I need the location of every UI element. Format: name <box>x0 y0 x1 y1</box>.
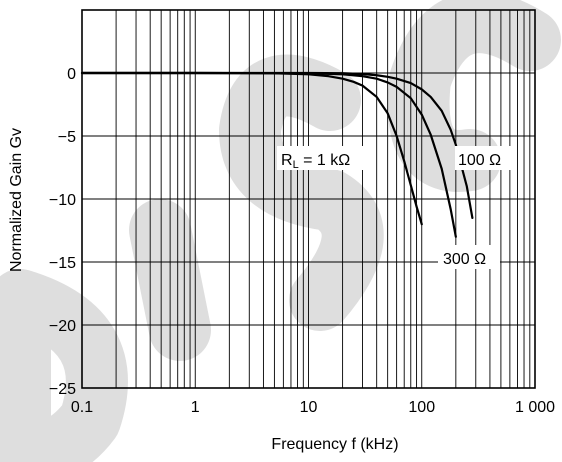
y-tick-label: 0 <box>67 66 76 83</box>
series-line-2 <box>80 71 474 219</box>
annotation-rl-rest: = 1 kΩ <box>299 152 351 169</box>
svg-text:RL = 1 kΩ: RL = 1 kΩ <box>281 152 350 171</box>
grid-lines <box>82 10 535 388</box>
x-tick-label: 1 000 <box>515 399 555 416</box>
annotation-100-label: 100 Ω <box>458 152 501 169</box>
annotation-rl: RL = 1 kΩ <box>277 146 367 171</box>
y-tick-labels: 0 −5 −10 −15 −20 −25 <box>49 66 76 398</box>
y-tick-label: −25 <box>49 381 76 398</box>
annotation-300: 300 Ω <box>438 245 500 269</box>
curves <box>80 71 474 238</box>
x-tick-label: 10 <box>300 399 318 416</box>
annotation-300-label: 300 Ω <box>443 251 486 268</box>
x-tick-label: 1 <box>191 399 200 416</box>
annotation-rl-main: R <box>281 152 293 169</box>
y-tick-label: −5 <box>58 129 76 146</box>
y-tick-label: −20 <box>49 318 76 335</box>
x-tick-labels: 0.1 1 10 100 1 000 <box>71 399 555 416</box>
y-tick-label: −15 <box>49 255 76 272</box>
y-tick-label: −10 <box>49 192 76 209</box>
annotation-rl-sub: L <box>293 159 299 171</box>
plot-frame <box>81 9 536 389</box>
x-tick-label: 100 <box>408 399 435 416</box>
y-axis-label: Normalized Gain Gv <box>8 128 25 272</box>
x-tick-label: 0.1 <box>71 399 93 416</box>
annotation-100: 100 Ω <box>455 146 511 170</box>
x-axis-label: Frequency f (kHz) <box>271 436 398 453</box>
